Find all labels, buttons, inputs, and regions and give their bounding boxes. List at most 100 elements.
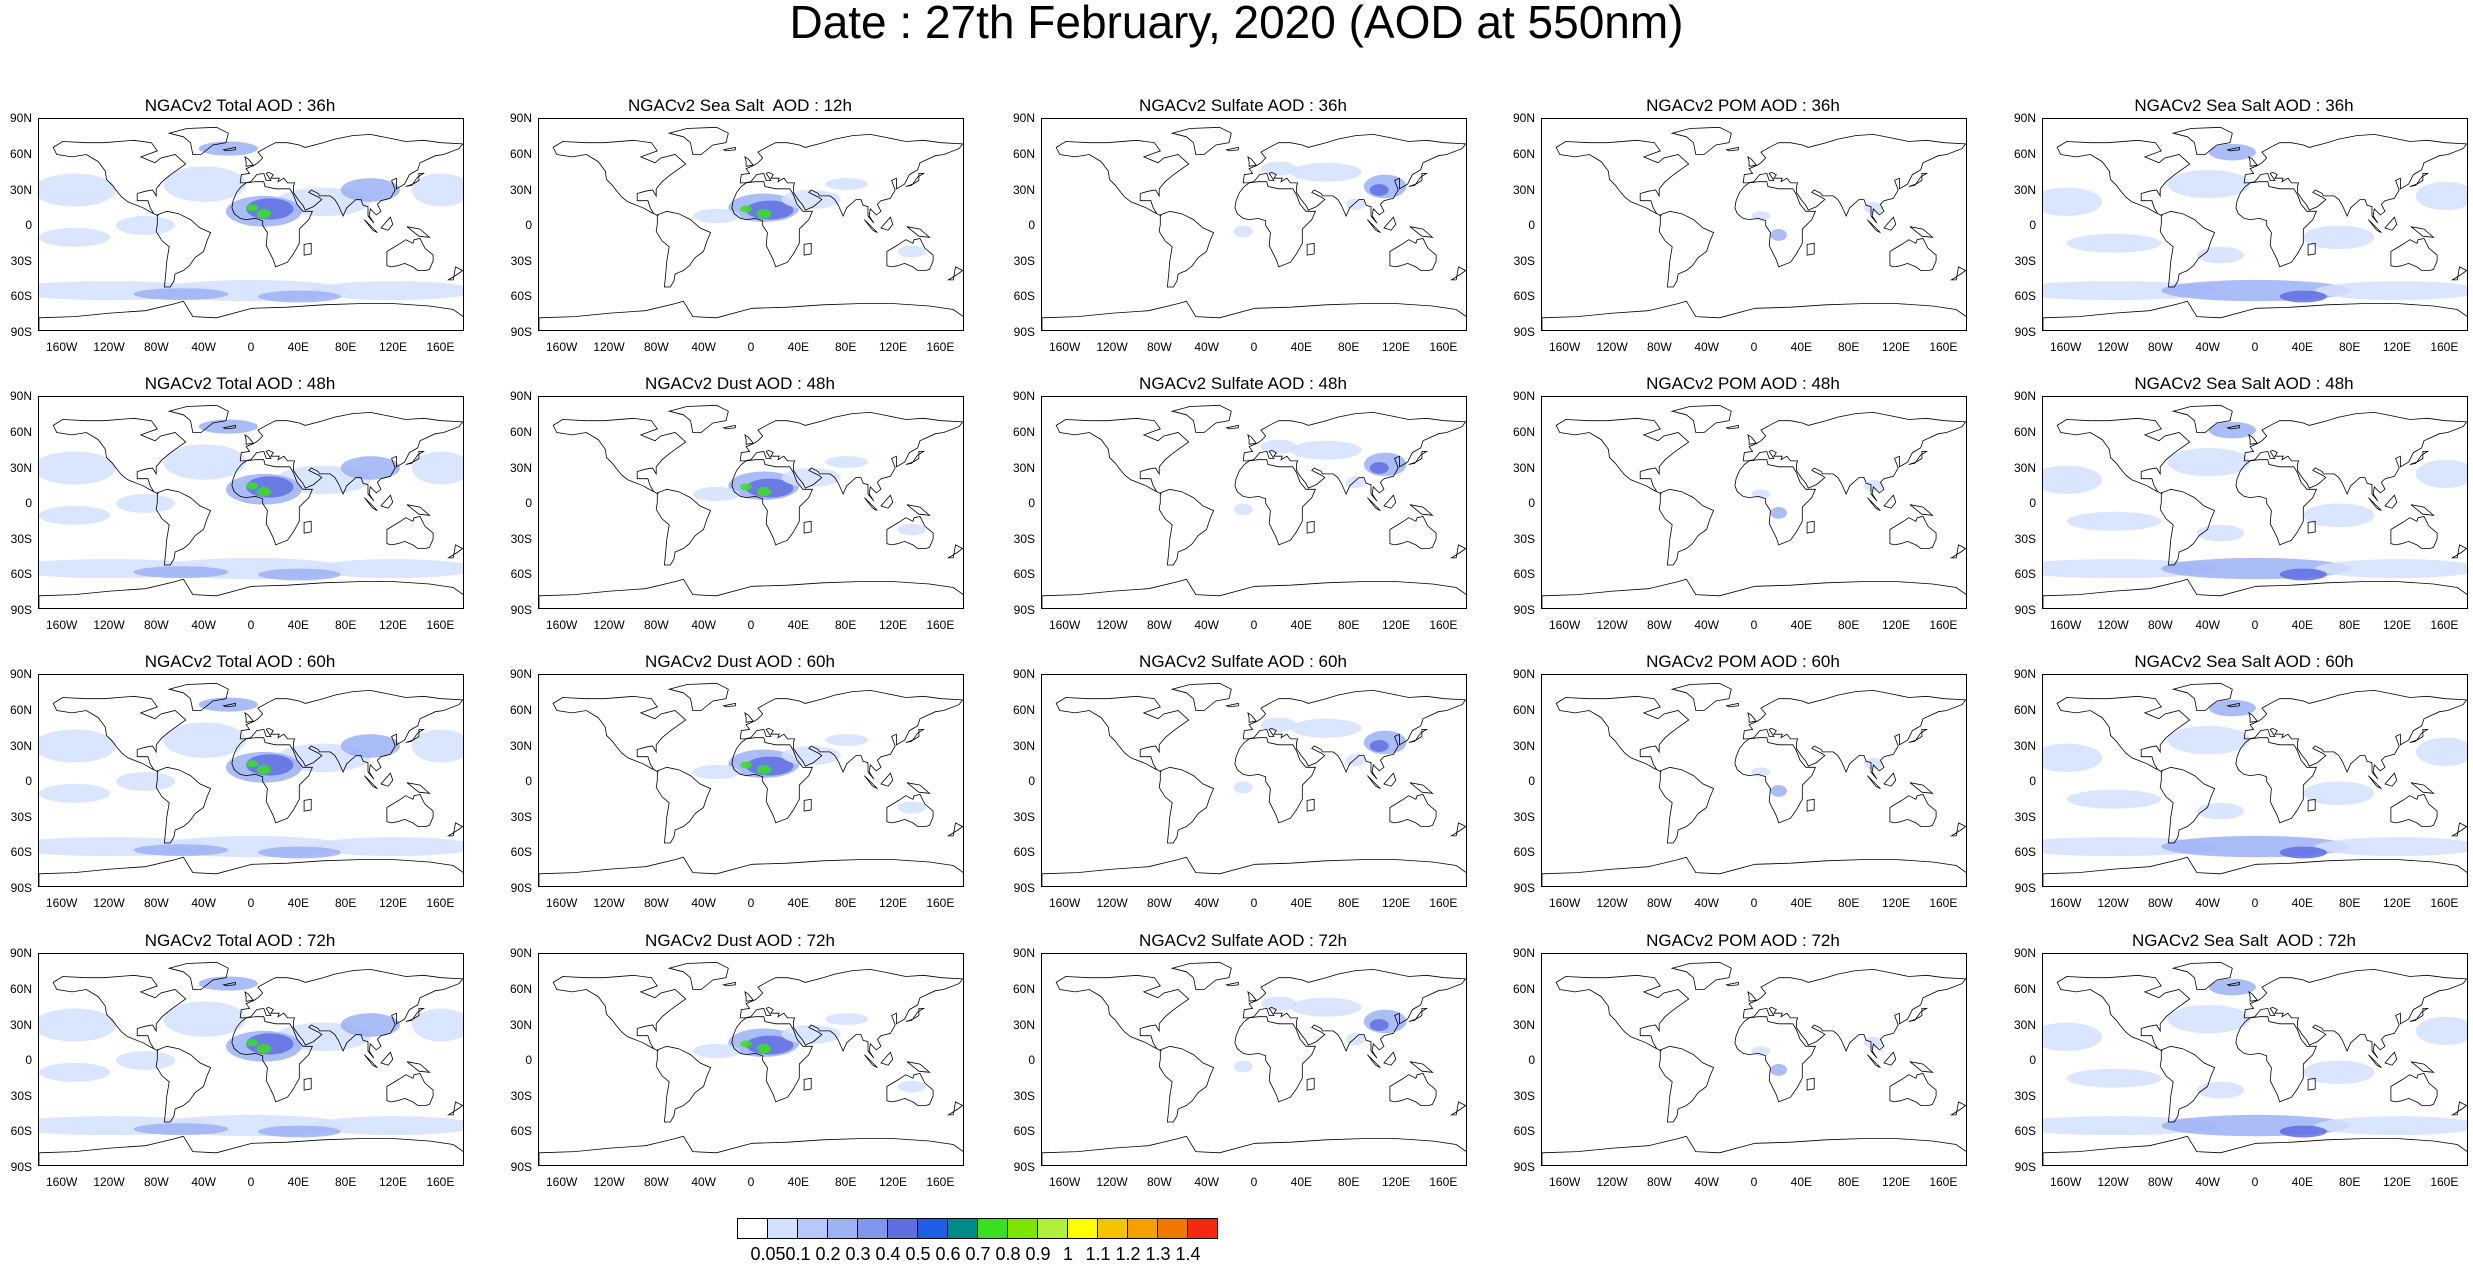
lon-tick-label: 0	[2251, 896, 2259, 910]
aerosol-plume	[756, 208, 771, 219]
lat-tick-label: 90N	[1512, 667, 1535, 681]
coastline	[1449, 1101, 1466, 1116]
lon-tick-label: 120W	[593, 1175, 625, 1189]
aerosol-plume	[1863, 479, 1883, 492]
coastline	[2043, 578, 2467, 608]
coastline	[1867, 1054, 1881, 1068]
lon-tick-label: 160W	[1048, 618, 1081, 632]
coastline	[1806, 520, 1815, 534]
lon-tick-label: 120E	[1881, 618, 1911, 632]
lon-tick-label: 120W	[93, 340, 125, 354]
coastline	[39, 578, 463, 608]
aerosol-plume	[2043, 465, 2103, 495]
map-frame	[538, 118, 964, 331]
coastline	[1409, 782, 1434, 794]
lon-tick-label: 160W	[545, 896, 578, 910]
lat-tick-label: 60N	[1512, 425, 1535, 439]
coastline	[946, 266, 963, 281]
coastline	[539, 300, 963, 330]
panel-title: NGACv2 POM AOD : 36h	[1646, 96, 1840, 115]
lon-tick-label: 40E	[2291, 618, 2313, 632]
lat-tick-label: 90S	[510, 325, 532, 339]
map-panel: NGACv2 POM AOD : 72h 90N 60N 30N 0 30S 60S 90S 1…	[1503, 931, 1983, 1191]
lon-tick-label: 80W	[1646, 896, 1672, 910]
coastline	[446, 1101, 463, 1116]
coastline	[1042, 300, 1466, 330]
coastline	[2235, 181, 2318, 268]
coastline	[946, 1101, 963, 1116]
map-panel: NGACv2 POM AOD : 48h 90N 60N 30N 0 30S 60S 90S 1…	[1503, 374, 1983, 634]
lat-tick-label: 90N	[2013, 389, 2036, 403]
lon-tick-label: 160W	[45, 340, 78, 354]
aerosol-plume	[2415, 181, 2467, 211]
lon-tick-label: 40W	[1194, 340, 1219, 354]
coastline	[1234, 181, 1317, 268]
lon-tick-label: 160W	[545, 618, 578, 632]
lon-tick-label: 40W	[1194, 896, 1219, 910]
coastline	[1306, 798, 1315, 812]
map-frame	[538, 396, 964, 609]
coastline	[446, 544, 463, 559]
lon-tick-label: 120W	[2097, 1175, 2129, 1189]
coastline	[1949, 544, 1966, 559]
lat-tick-label: 90N	[9, 111, 32, 125]
aerosol-plume	[311, 559, 463, 579]
coastline	[231, 737, 314, 824]
lat-tick-label: 60S	[1013, 845, 1035, 859]
lon-tick-label: 80W	[1646, 1175, 1672, 1189]
map-panel: NGACv2 Total AOD : 60h 90N 60N 30N 0 30S 60S 90…	[0, 652, 480, 912]
colorbar-swatch	[827, 1218, 858, 1239]
lon-tick-label: 40W	[1194, 618, 1219, 632]
lat-tick-label: 30N	[9, 461, 32, 475]
lon-tick-label: 160W	[2049, 340, 2082, 354]
lat-tick-label: 30N	[1012, 1018, 1035, 1032]
coastline	[880, 494, 894, 509]
lon-tick-label: 40E	[787, 896, 809, 910]
aod-map-svg	[2043, 404, 2467, 608]
aerosol-plume	[2415, 459, 2467, 489]
coastline	[303, 242, 312, 256]
coastline	[1806, 1077, 1815, 1091]
coastline	[1408, 173, 1429, 187]
lat-tick-label: 60N	[9, 703, 32, 717]
aerosol-plume	[257, 568, 341, 581]
map-panel: NGACv2 Sulfate AOD : 60h 90N 60N 30N 0 30S 60S…	[1003, 652, 1483, 912]
coastline	[2171, 961, 2233, 990]
coastline	[864, 775, 878, 789]
coastline	[1806, 798, 1815, 812]
coastline	[2235, 459, 2318, 546]
lat-tick-label: 0	[1028, 496, 1035, 510]
aerosol-plume	[2279, 568, 2327, 581]
aerosol-plume	[1770, 1064, 1787, 1076]
lat-tick-label: 30N	[509, 183, 532, 197]
aod-map-svg	[539, 404, 963, 608]
coastline	[1883, 1051, 1897, 1066]
lat-tick-label: 60N	[509, 703, 532, 717]
coastline	[731, 459, 814, 546]
coastline	[667, 404, 729, 433]
lon-tick-label: 0	[1750, 896, 1758, 910]
coastline	[946, 544, 963, 559]
coastline	[2450, 266, 2467, 281]
aerosol-plume	[1233, 225, 1253, 238]
aerosol-plume	[256, 1043, 271, 1054]
lat-tick-label: 60S	[2014, 845, 2036, 859]
lat-tick-label: 30N	[9, 1018, 32, 1032]
aerosol-plume	[2196, 802, 2245, 820]
lon-tick-label: 0	[1250, 618, 1258, 632]
coastline	[655, 210, 712, 288]
lat-tick-label: 30N	[1012, 739, 1035, 753]
lon-tick-label: 80E	[1337, 340, 1360, 354]
lon-tick-label: 120W	[2097, 340, 2129, 354]
coastline	[1170, 404, 1232, 433]
page-title: Date : 27th February, 2020 (AOD at 550nm…	[789, 0, 1684, 48]
coastline	[2226, 424, 2240, 430]
aerosol-plume	[1863, 1036, 1883, 1049]
coastline	[1042, 856, 1466, 886]
lon-tick-label: 160W	[1048, 1175, 1081, 1189]
aerosol-plume	[39, 1062, 110, 1082]
lat-tick-label: 30N	[1012, 461, 1035, 475]
aerosol-plume	[2208, 143, 2256, 161]
lon-tick-label: 80E	[1337, 896, 1360, 910]
lon-tick-label: 160E	[426, 618, 455, 632]
